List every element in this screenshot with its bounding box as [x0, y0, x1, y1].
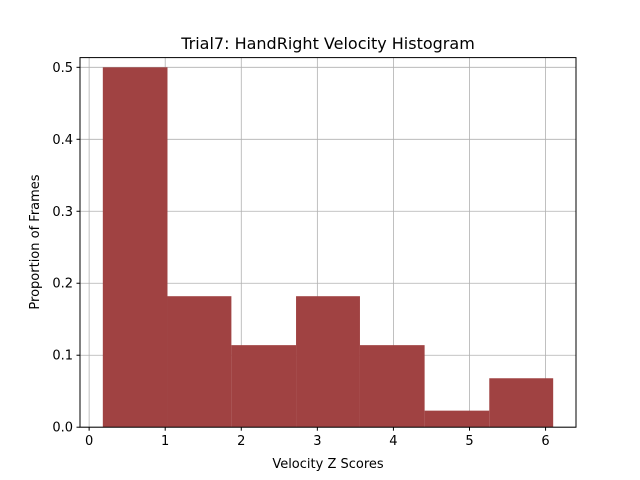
- x-tick-label: 2: [237, 434, 245, 449]
- y-tick-label: 0.0: [52, 421, 73, 436]
- x-tick-label: 4: [389, 434, 397, 449]
- bars: [102, 67, 554, 428]
- y-tick-label: 0.4: [52, 133, 73, 148]
- histogram-bar: [424, 410, 490, 428]
- x-axis-label: Velocity Z Scores: [272, 457, 384, 472]
- histogram-bar: [296, 296, 360, 428]
- histogram-bar: [167, 296, 232, 428]
- x-tick-label: 3: [313, 434, 321, 449]
- y-tick-label: 0.1: [52, 349, 73, 364]
- y-tick-label: 0.5: [52, 61, 73, 76]
- plot-frame: [79, 57, 577, 428]
- y-axis-label: Proportion of Frames: [28, 174, 43, 309]
- x-tick-label: 6: [541, 434, 549, 449]
- y-tick-label: 0.2: [52, 277, 73, 292]
- x-tick-label: 0: [85, 434, 93, 449]
- y-tick-label: 0.3: [52, 205, 73, 220]
- chart-title: Trial7: HandRight Velocity Histogram: [180, 34, 475, 53]
- histogram-bar: [359, 345, 425, 428]
- axis-ticks: 0 1 2 3 4 5 6 0.0 0.1 0.2 0.3 0.4 0.5: [52, 61, 549, 449]
- histogram-bar: [102, 67, 168, 428]
- histogram-bar: [231, 345, 297, 428]
- histogram-bar: [489, 378, 554, 428]
- x-tick-label: 5: [465, 434, 473, 449]
- x-tick-label: 1: [161, 434, 169, 449]
